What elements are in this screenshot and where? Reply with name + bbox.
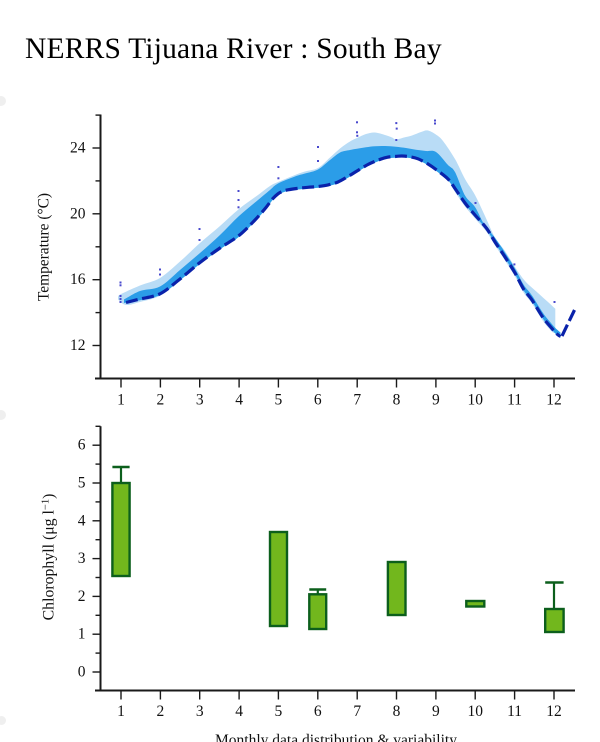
svg-text:24: 24 — [70, 140, 86, 157]
svg-text:10: 10 — [467, 703, 483, 720]
svg-text:20: 20 — [70, 205, 86, 222]
svg-text:2: 2 — [157, 392, 165, 409]
svg-text:5: 5 — [275, 703, 283, 720]
svg-text:12: 12 — [70, 337, 86, 354]
svg-text:6: 6 — [314, 703, 322, 720]
svg-text:3: 3 — [78, 550, 86, 567]
svg-text:8: 8 — [393, 392, 401, 409]
svg-text:2: 2 — [157, 703, 165, 720]
svg-text:5: 5 — [275, 392, 283, 409]
svg-text:4: 4 — [235, 392, 243, 409]
svg-text:2: 2 — [78, 588, 86, 605]
svg-text:3: 3 — [196, 703, 204, 720]
svg-text:Temperature (°C): Temperature (°C) — [36, 193, 53, 301]
svg-text:6: 6 — [78, 437, 86, 454]
svg-text:Monthly data distribution & va: Monthly data distribution & variability — [215, 732, 457, 742]
svg-text:9: 9 — [432, 392, 440, 409]
svg-text:12: 12 — [546, 392, 562, 409]
svg-text:6: 6 — [314, 392, 322, 409]
svg-text:12: 12 — [546, 703, 562, 720]
svg-text:Chlorophyll (μg l−1): Chlorophyll (μg l−1) — [40, 494, 58, 621]
svg-text:4: 4 — [78, 512, 86, 529]
svg-text:7: 7 — [353, 703, 361, 720]
svg-text:5: 5 — [78, 475, 86, 492]
svg-text:0: 0 — [78, 664, 86, 681]
svg-text:11: 11 — [507, 392, 522, 409]
svg-text:16: 16 — [70, 271, 86, 288]
svg-text:10: 10 — [467, 392, 483, 409]
svg-text:9: 9 — [432, 703, 440, 720]
svg-text:4: 4 — [235, 703, 243, 720]
svg-text:1: 1 — [117, 392, 125, 409]
svg-text:3: 3 — [196, 392, 204, 409]
svg-text:1: 1 — [117, 703, 125, 720]
svg-text:1: 1 — [78, 626, 86, 643]
svg-text:11: 11 — [507, 703, 522, 720]
svg-text:8: 8 — [393, 703, 401, 720]
svg-text:7: 7 — [353, 392, 361, 409]
